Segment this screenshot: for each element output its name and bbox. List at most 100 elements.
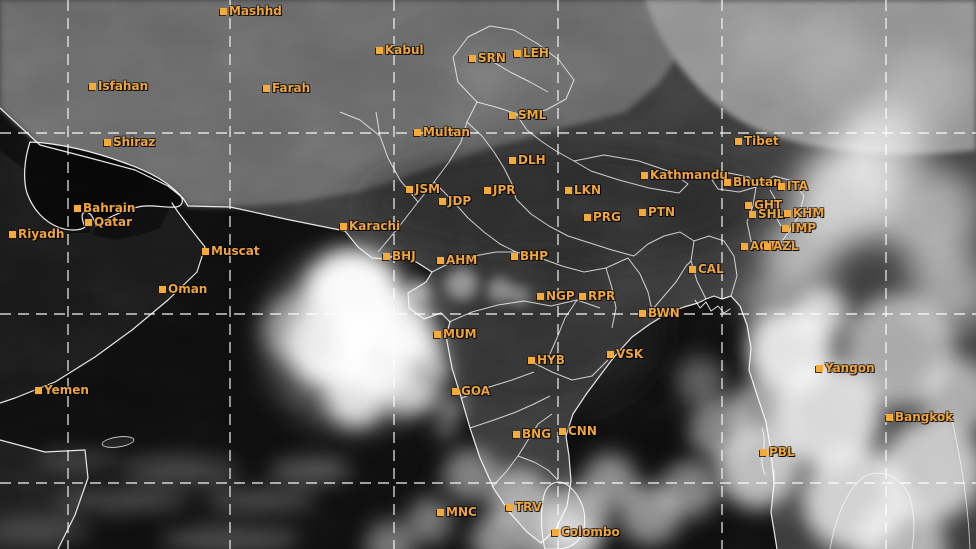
city-marker-icon [414,128,421,136]
city-label: LEH [523,46,549,60]
city-marker-icon [434,330,441,338]
city-label-item: Shiraz [104,135,155,149]
city-label: RPR [588,289,616,303]
city-label: HYB [537,353,565,367]
city-label: Shiraz [113,135,156,149]
city-label-item: Yangon [816,361,875,375]
city-marker-icon [85,218,92,226]
city-label: Karachi [349,219,401,233]
city-label-item: Colombo [552,525,620,539]
city-marker-icon [784,209,791,217]
city-label-item: KHM [784,206,824,220]
city-marker-icon [439,197,446,205]
city-marker-icon [340,222,347,230]
city-label: PTN [648,205,676,219]
city-label: TRV [515,500,542,514]
city-label: JPR [493,183,516,197]
city-label: Kathmandu [650,168,728,182]
city-marker-icon [406,185,413,193]
city-label-item: CAL [689,262,724,276]
city-label: JDP [448,194,472,208]
city-marker-icon [559,427,566,435]
city-marker-icon [104,138,111,146]
city-marker-icon [74,204,81,212]
city-marker-icon [689,265,696,273]
city-marker-icon [514,49,521,57]
city-label-item: Bhutan [724,175,782,189]
city-label-item: CNN [559,424,597,438]
city-label: Yangon [825,361,875,375]
city-label: Multan [423,125,470,139]
city-label: Isfahan [98,79,149,93]
city-marker-icon [764,242,771,250]
city-label-item: Tibet [735,134,779,148]
city-marker-icon [741,242,748,250]
city-label-item: SRN [469,51,506,65]
city-label-item: SHL [749,207,784,221]
city-marker-icon [263,84,270,92]
city-label-item: RPR [579,289,615,303]
city-marker-icon [745,201,752,209]
city-label-item: JSM [406,182,440,196]
city-label-item: Muscat [202,244,260,258]
city-marker-icon [89,82,96,90]
city-label-item: Multan [414,125,470,139]
city-marker-icon [816,364,823,372]
city-label-item: PRG [584,210,621,224]
city-label-item: Qatar [85,215,132,229]
city-label: JSM [415,182,441,196]
city-label-item: Bahrain [74,201,135,215]
city-marker-icon [565,186,572,194]
city-marker-icon [552,528,559,536]
city-label: BHJ [392,249,416,263]
city-marker-icon [579,292,586,300]
city-label-item: SML [509,108,546,122]
city-label: GOA [461,384,491,398]
city-label: PBL [769,445,795,459]
city-label: Bangkok [895,410,954,424]
city-marker-icon [220,7,227,15]
city-label: Kabul [385,43,424,57]
city-label-item: GOA [452,384,490,398]
city-marker-icon [202,247,209,255]
city-marker-icon [513,430,520,438]
city-label: Yemen [44,383,89,397]
city-label: LKN [574,183,601,197]
city-label: Riyadh [18,227,65,241]
city-marker-icon [537,292,544,300]
city-label-item: Isfahan [89,79,148,93]
city-label: BHP [520,249,548,263]
city-label-item: PTN [639,205,675,219]
city-label-item: JDP [439,194,471,208]
city-label-item: VSK [607,347,643,361]
city-label-item: DLH [509,153,546,167]
city-label-item: Yemen [35,383,89,397]
city-marker-icon [437,256,444,264]
city-marker-icon [528,356,535,364]
city-label-item: Karachi [340,219,400,233]
city-marker-icon [484,186,491,194]
city-marker-icon [509,156,516,164]
city-label-item: LEH [514,46,549,60]
city-marker-icon [511,252,518,260]
city-label: GHT [754,198,783,212]
city-label-item: NGP [537,289,575,303]
city-marker-icon [639,208,646,216]
city-label: MNC [446,505,477,519]
city-label: Bahrain [83,201,136,215]
city-marker-icon [437,508,444,516]
city-marker-icon [506,503,513,511]
city-label: DLH [518,153,546,167]
city-marker-icon [35,386,42,394]
city-marker-icon [639,309,646,317]
city-label-item: JPR [484,183,516,197]
city-label: CAL [698,262,724,276]
city-label-item: MUM [434,327,477,341]
city-label-item: HYB [528,353,565,367]
city-marker-icon [778,182,785,190]
city-marker-icon [376,46,383,54]
